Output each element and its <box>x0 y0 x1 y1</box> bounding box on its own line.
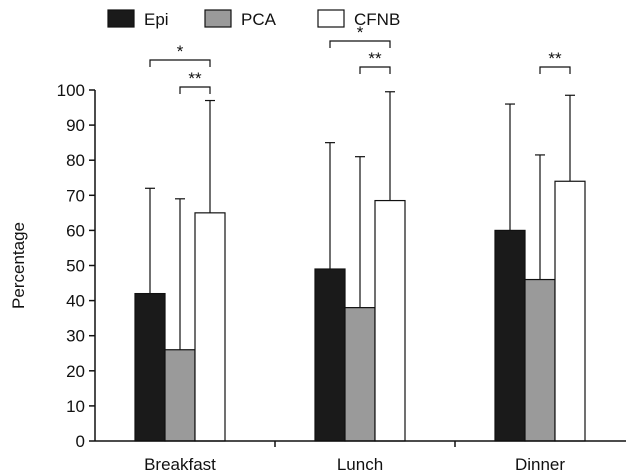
bar-epi <box>314 268 346 442</box>
y-tick-label: 40 <box>66 292 85 311</box>
y-tick-label: 50 <box>66 257 85 276</box>
bar-pca <box>524 278 556 442</box>
y-tick-label: 0 <box>76 432 85 451</box>
significance-label: ** <box>368 49 382 68</box>
y-tick-label: 20 <box>66 362 85 381</box>
bar-epi <box>494 229 526 442</box>
x-axis-labels: Breakfast Lunch Dinner <box>144 441 565 474</box>
y-tick-label: 70 <box>66 186 85 205</box>
y-tick-label: 80 <box>66 151 85 170</box>
significance-label: ** <box>548 49 562 68</box>
bar-cfnb <box>194 212 226 442</box>
significance-bracket: ** <box>179 69 211 94</box>
y-tick-label: 100 <box>57 81 85 100</box>
y-tick-label: 10 <box>66 397 85 416</box>
error-bars <box>145 91 575 350</box>
legend-swatch <box>107 9 135 28</box>
legend-item-pca: PCA <box>204 9 277 29</box>
x-category-label: Breakfast <box>144 455 216 474</box>
bar-epi <box>134 292 166 442</box>
y-axis-ticks: 0 10 20 30 40 50 60 70 80 90 100 <box>57 81 95 451</box>
legend-label: CFNB <box>354 10 400 29</box>
y-tick-label: 90 <box>66 116 85 135</box>
bar-cfnb <box>554 180 586 442</box>
significance-bracket: * <box>149 42 211 67</box>
significance-label: * <box>357 23 364 42</box>
significance-annotations: ****** ** <box>149 23 571 94</box>
x-category-label: Lunch <box>337 455 383 474</box>
bar-pca <box>344 307 376 442</box>
legend: Epi PCA CFNB <box>107 9 400 29</box>
legend-label: Epi <box>144 10 169 29</box>
bars <box>134 180 586 442</box>
y-axis-title: Percentage <box>9 222 28 309</box>
bar-pca <box>164 349 196 442</box>
legend-item-cfnb: CFNB <box>317 9 400 29</box>
legend-swatch <box>204 9 232 28</box>
bar-cfnb <box>374 199 406 442</box>
legend-item-epi: Epi <box>107 9 169 29</box>
significance-bracket: ** <box>539 49 571 74</box>
legend-label: PCA <box>241 10 277 29</box>
significance-label: ** <box>188 69 202 88</box>
significance-bracket: * <box>329 23 391 48</box>
y-tick-label: 60 <box>66 221 85 240</box>
x-category-label: Dinner <box>515 455 565 474</box>
significance-bracket: ** <box>359 49 391 74</box>
legend-swatch <box>317 9 345 28</box>
significance-label: * <box>177 42 184 61</box>
y-tick-label: 30 <box>66 327 85 346</box>
